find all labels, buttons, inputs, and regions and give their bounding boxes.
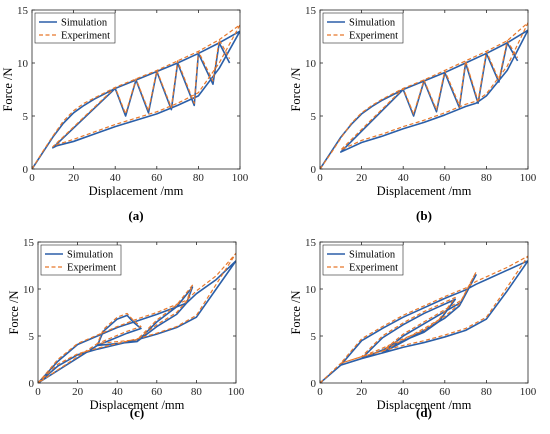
x-tick-label: 60 xyxy=(151,386,163,398)
y-tick-label: 15 xyxy=(17,5,29,17)
y-tick-label: 5 xyxy=(23,111,29,123)
panel-label: (b) xyxy=(416,208,432,223)
series-line-simulation xyxy=(38,260,236,383)
legend-entry-experiment: Experiment xyxy=(61,31,110,42)
series-line-experiment xyxy=(32,24,240,169)
x-tick-label: 80 xyxy=(481,386,493,398)
x-axis-label: Displacement /mm xyxy=(377,398,472,412)
x-tick-label: 100 xyxy=(228,386,245,398)
legend: Simulation Experiment xyxy=(322,244,404,276)
x-tick-label: 20 xyxy=(356,172,368,184)
x-tick-label: 20 xyxy=(72,386,84,398)
legend: Simulation Experiment xyxy=(34,12,116,44)
y-tick-label: 5 xyxy=(311,331,317,343)
x-tick-label: 100 xyxy=(520,386,537,398)
y-tick-label: 15 xyxy=(23,237,35,249)
y-tick-label: 5 xyxy=(29,331,35,343)
series-line-simulation xyxy=(320,29,528,169)
panel-d: 0 20 40 60 80 100 0 5 10 15 Displacement /mm Force … xyxy=(289,237,537,420)
y-axis-label: Force /N xyxy=(289,290,303,334)
x-tick-label: 40 xyxy=(110,172,122,184)
panel-b: 0 20 40 60 80 100 0 5 10 15 Displacement /mm Force … xyxy=(289,5,537,223)
y-tick-label: 10 xyxy=(305,58,317,70)
panel-label: (c) xyxy=(130,405,144,420)
y-tick-label: 10 xyxy=(17,58,29,70)
y-axis-label: Force /N xyxy=(7,290,21,334)
x-tick-label: 40 xyxy=(398,172,410,184)
y-tick-label: 0 xyxy=(29,378,35,390)
plot-frame xyxy=(319,241,529,384)
legend-entry-experiment: Experiment xyxy=(67,263,116,274)
x-axis-label: Displacement /mm xyxy=(90,398,185,412)
y-tick-label: 0 xyxy=(23,164,29,176)
x-tick-label: 80 xyxy=(191,386,203,398)
x-tick-label: 40 xyxy=(112,386,124,398)
panel-label: (a) xyxy=(128,208,143,223)
x-tick-label: 80 xyxy=(193,172,205,184)
series-line-experiment xyxy=(38,252,236,383)
series-line-experiment xyxy=(320,22,528,169)
panel-a: 0 20 40 60 80 100 0 5 10 15 Displacement /mm Force … xyxy=(1,5,249,223)
y-tick-label: 10 xyxy=(305,284,317,296)
x-tick-label: 0 xyxy=(29,172,35,184)
x-tick-label: 0 xyxy=(317,386,323,398)
y-tick-label: 10 xyxy=(23,284,35,296)
x-tick-label: 40 xyxy=(398,386,410,398)
y-axis-label: Force /N xyxy=(1,67,15,111)
series-line-experiment xyxy=(320,255,528,383)
legend-entry-simulation: Simulation xyxy=(61,18,108,29)
x-tick-label: 100 xyxy=(520,172,537,184)
y-tick-label: 15 xyxy=(305,237,317,249)
x-tick-label: 20 xyxy=(68,172,80,184)
legend-entry-simulation: Simulation xyxy=(67,250,114,261)
x-tick-label: 0 xyxy=(317,172,323,184)
y-tick-label: 5 xyxy=(311,111,317,123)
x-axis-label: Displacement /mm xyxy=(89,184,184,198)
panel-c: 0 20 40 60 80 100 0 5 10 15 Displacement /mm Force … xyxy=(7,237,245,420)
y-tick-label: 0 xyxy=(311,378,317,390)
legend-entry-simulation: Simulation xyxy=(349,250,396,261)
legend-entry-simulation: Simulation xyxy=(349,18,396,29)
legend: Simulation Experiment xyxy=(40,244,122,276)
x-axis-label: Displacement /mm xyxy=(377,184,472,198)
x-tick-label: 100 xyxy=(232,172,249,184)
plot-frame xyxy=(31,9,241,170)
legend-entry-experiment: Experiment xyxy=(349,31,398,42)
plot-frame xyxy=(319,9,529,170)
x-tick-label: 80 xyxy=(481,172,493,184)
legend: Simulation Experiment xyxy=(322,12,404,44)
panel-label: (d) xyxy=(416,405,432,420)
series-line-simulation xyxy=(32,30,240,169)
x-tick-label: 20 xyxy=(356,386,368,398)
x-tick-label: 0 xyxy=(35,386,41,398)
plot-frame xyxy=(37,241,237,384)
x-tick-label: 60 xyxy=(439,386,451,398)
x-tick-label: 60 xyxy=(151,172,163,184)
x-tick-label: 60 xyxy=(439,172,451,184)
y-axis-label: Force /N xyxy=(289,67,303,111)
y-tick-label: 0 xyxy=(311,164,317,176)
legend-entry-experiment: Experiment xyxy=(349,263,398,274)
y-tick-label: 15 xyxy=(305,5,317,17)
